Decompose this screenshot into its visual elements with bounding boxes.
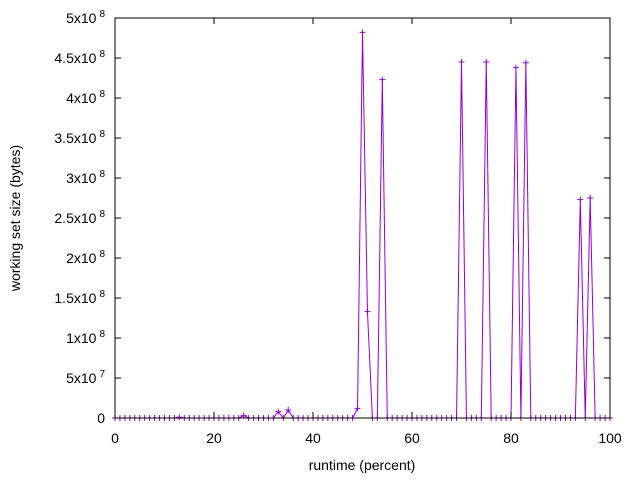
y-tick-mantissa: 5x10 — [66, 370, 97, 386]
y-tick-exponent: 8 — [99, 9, 105, 20]
y-tick-mantissa: 2x10 — [66, 250, 97, 266]
data-point-marker — [483, 59, 490, 65]
y-tick-exponent: 8 — [99, 329, 105, 340]
y-tick-exponent: 7 — [99, 369, 105, 380]
x-tick-label: 40 — [305, 430, 321, 446]
x-tick-label: 100 — [598, 430, 622, 446]
series-layer — [112, 29, 613, 421]
y-tick-label: 5x10 8 — [66, 9, 105, 26]
y-tick-label: 0 — [97, 410, 105, 426]
y-tick-label: 3x10 8 — [66, 169, 105, 186]
y-tick-mantissa: 5x10 — [66, 10, 97, 26]
data-point-marker — [364, 308, 371, 315]
y-tick-label: 4.5x10 8 — [54, 49, 105, 66]
data-point-marker — [354, 405, 361, 412]
y-tick-label: 4x10 8 — [66, 89, 105, 106]
y-tick-exponent: 8 — [99, 169, 105, 180]
x-tick-label: 60 — [404, 430, 420, 446]
y-tick-exponent: 8 — [99, 289, 105, 300]
data-point-marker — [379, 76, 386, 83]
plot-frame — [114, 17, 611, 419]
y-tick-mantissa: 1.5x10 — [54, 290, 96, 306]
x-axis-title: runtime (percent) — [309, 457, 416, 473]
data-point-marker — [285, 407, 292, 413]
y-tick-mantissa: 2.5x10 — [54, 210, 96, 226]
y-tick-mantissa: 3.5x10 — [54, 130, 96, 146]
x-tick-label: 0 — [111, 430, 119, 446]
y-tick-label: 1x10 8 — [66, 329, 105, 346]
y-tick-exponent: 8 — [99, 89, 105, 100]
y-tick-exponent: 8 — [99, 249, 105, 260]
data-point-marker — [359, 29, 366, 36]
data-point-marker — [458, 59, 465, 65]
data-point-marker — [275, 408, 282, 415]
data-point-marker — [512, 64, 519, 71]
data-point-marker — [522, 59, 529, 66]
x-tick-label: 80 — [503, 430, 519, 446]
y-tick-mantissa: 4.5x10 — [54, 50, 96, 66]
series-line — [115, 32, 610, 419]
x-tick-label: 20 — [206, 430, 222, 446]
y-tick-exponent: 8 — [99, 49, 105, 60]
y-tick-mantissa: 4x10 — [66, 90, 97, 106]
y-tick-exponent: 8 — [99, 129, 105, 140]
y-tick-mantissa: 3x10 — [66, 170, 97, 186]
data-point-marker — [577, 196, 584, 203]
y-tick-label: 3.5x10 8 — [54, 129, 105, 146]
y-tick-label: 1.5x10 8 — [54, 289, 105, 306]
y-tick-exponent: 8 — [99, 209, 105, 220]
y-tick-label: 2.5x10 8 — [54, 209, 105, 226]
y-tick-mantissa: 0 — [97, 410, 105, 426]
y-tick-label: 2x10 8 — [66, 249, 105, 266]
y-axis-title: working set size (bytes) — [7, 145, 23, 292]
data-point-marker — [587, 195, 594, 201]
y-tick-mantissa: 1x10 — [66, 330, 97, 346]
y-tick-label: 5x10 7 — [66, 369, 105, 386]
data-point-marker — [176, 414, 183, 421]
